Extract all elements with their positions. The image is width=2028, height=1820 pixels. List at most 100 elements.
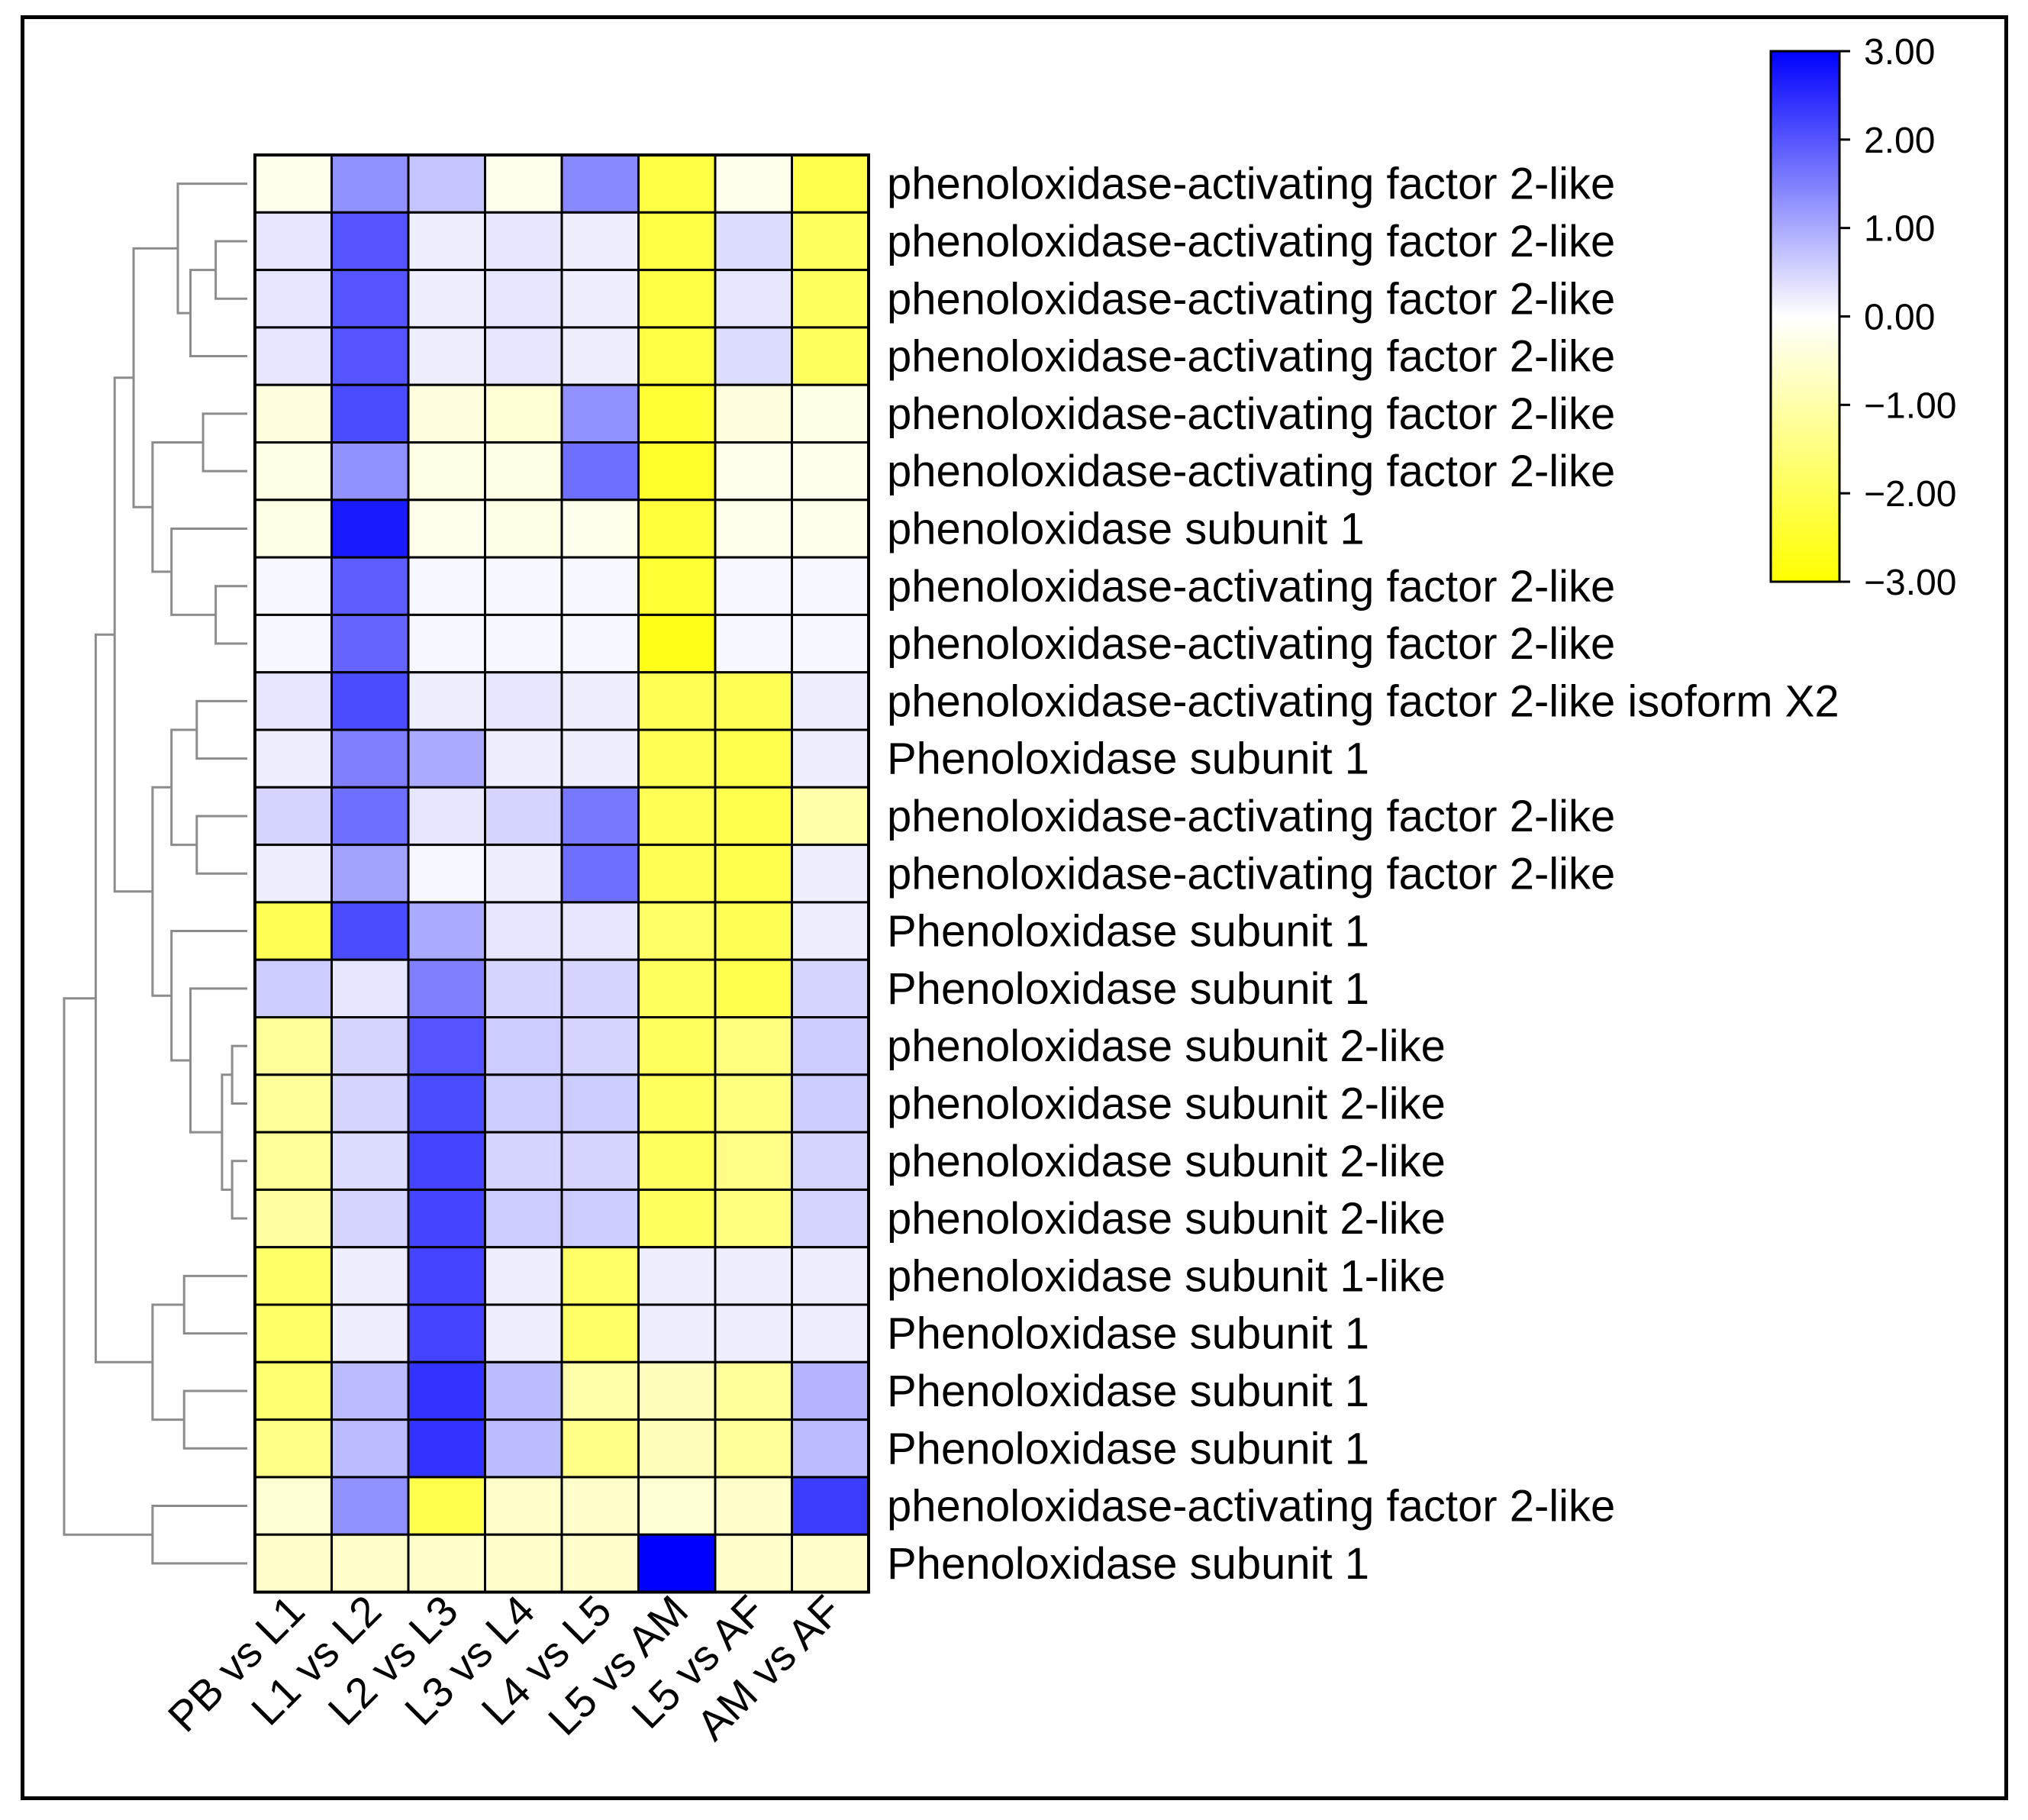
heatmap-cell: [330, 1360, 410, 1421]
heatmap-cell: [791, 786, 870, 847]
dendrogram-branch: [170, 728, 197, 847]
heatmap-cell: [637, 269, 717, 329]
heatmap-cell: [714, 269, 793, 329]
heatmap-cell: [791, 1246, 870, 1306]
heatmap-cell: [791, 1476, 870, 1536]
heatmap-cell: [637, 326, 717, 386]
heatmap-cell: [637, 1246, 717, 1306]
heatmap-cell: [560, 671, 640, 731]
row-label: phenoloxidase-activating factor 2-like: [887, 217, 1615, 266]
dendrogram-branch: [176, 182, 247, 315]
heatmap-cell: [407, 1303, 486, 1363]
heatmap-cell: [253, 671, 333, 731]
heatmap-cell: [330, 786, 410, 847]
heatmap-cell: [637, 901, 717, 961]
heatmap-cell: [791, 1131, 870, 1191]
dendrogram-branch: [170, 930, 247, 1062]
row-label: phenoloxidase subunit 1-like: [887, 1251, 1446, 1301]
heatmap-cell: [484, 211, 563, 272]
heatmap-cell: [560, 1073, 640, 1134]
heatmap-cell: [791, 383, 870, 444]
heatmap-cell: [637, 1131, 717, 1191]
heatmap-cell: [637, 1476, 717, 1536]
heatmap-cell: [253, 383, 333, 444]
heatmap-cell: [637, 728, 717, 789]
heatmap-cell: [407, 728, 486, 789]
heatmap-cell: [253, 786, 333, 847]
heatmap-border: [253, 153, 870, 1594]
heatmap-cell: [484, 556, 563, 616]
colorbar-gradient: [1769, 50, 1841, 583]
heatmap-cell: [253, 728, 333, 789]
heatmap-cell: [714, 958, 793, 1018]
heatmap-cell: [484, 1303, 563, 1363]
heatmap-cell: [330, 1246, 410, 1306]
heatmap-cell: [407, 499, 486, 559]
heatmap-cell: [253, 613, 333, 674]
heatmap-cell: [714, 786, 793, 847]
row-label: Phenoloxidase subunit 1: [887, 1424, 1369, 1473]
heatmap-cell: [560, 211, 640, 272]
heatmap-cell: [484, 728, 563, 789]
row-label: phenoloxidase-activating factor 2-like: [887, 792, 1615, 841]
heatmap-cell: [330, 326, 410, 386]
heatmap-cell: [330, 1073, 410, 1134]
heatmap-cell: [637, 383, 717, 444]
heatmap-cell: [791, 1188, 870, 1249]
row-label: Phenoloxidase subunit 1: [887, 907, 1369, 957]
heatmap-cell: [560, 441, 640, 502]
heatmap-cell: [791, 1073, 870, 1134]
dendrogram-branch: [151, 1505, 247, 1565]
heatmap-cell: [484, 613, 563, 674]
heatmap-cell: [407, 153, 486, 214]
heatmap-cell: [791, 901, 870, 961]
heatmap-cell: [484, 1418, 563, 1479]
heatmap-cell: [253, 1533, 333, 1593]
colorbar-tick-label: −1.00: [1864, 386, 1956, 426]
heatmap-cell: [714, 1418, 793, 1479]
heatmap-cell: [791, 728, 870, 789]
heatmap-cell: [791, 671, 870, 731]
heatmap-cell: [484, 671, 563, 731]
dendrogram-branch: [189, 987, 247, 1134]
heatmap-cell: [407, 441, 486, 502]
heatmap-cell: [330, 441, 410, 502]
row-label: phenoloxidase-activating factor 2-like: [887, 332, 1615, 382]
heatmap-cell: [407, 326, 486, 386]
heatmap-cell: [791, 613, 870, 674]
heatmap-cell: [253, 441, 333, 502]
heatmap-cell: [330, 728, 410, 789]
heatmap-cell: [714, 1131, 793, 1191]
heatmap-cell: [560, 901, 640, 961]
heatmap-cell: [407, 1360, 486, 1421]
row-label: Phenoloxidase subunit 1: [887, 1367, 1369, 1416]
heatmap-cell: [560, 499, 640, 559]
heatmap-cell: [484, 1188, 563, 1249]
heatmap-cell: [791, 153, 870, 214]
heatmap-cell: [714, 556, 793, 616]
heatmap-cell: [560, 1360, 640, 1421]
dendrogram-branch: [94, 633, 153, 1363]
dendrogram-branch: [231, 1160, 247, 1220]
heatmap-cell: [560, 1131, 640, 1191]
heatmap-cell: [637, 844, 717, 904]
heatmap-cell: [637, 958, 717, 1018]
heatmap-cell: [714, 1188, 793, 1249]
figure-frame: phenoloxidase-activating factor 2-like ph…: [21, 15, 2008, 1800]
heatmap-cell: [407, 1418, 486, 1479]
heatmap-cell: [330, 1533, 410, 1593]
heatmap-cell: [407, 1246, 486, 1306]
heatmap-cell: [791, 326, 870, 386]
row-label: phenoloxidase-activating factor 2-like: [887, 562, 1615, 612]
heatmap-cell: [253, 901, 333, 961]
dendrogram-branch: [151, 1303, 185, 1421]
heatmap-cell: [330, 383, 410, 444]
heatmap-cell: [714, 1360, 793, 1421]
heatmap-cell: [560, 844, 640, 904]
heatmap-cell: [484, 499, 563, 559]
heatmap-cell: [330, 153, 410, 214]
colorbar-tick-label: −2.00: [1864, 474, 1956, 515]
heatmap-cell: [253, 1016, 333, 1076]
heatmap-cell: [253, 499, 333, 559]
heatmap-cell: [560, 786, 640, 847]
